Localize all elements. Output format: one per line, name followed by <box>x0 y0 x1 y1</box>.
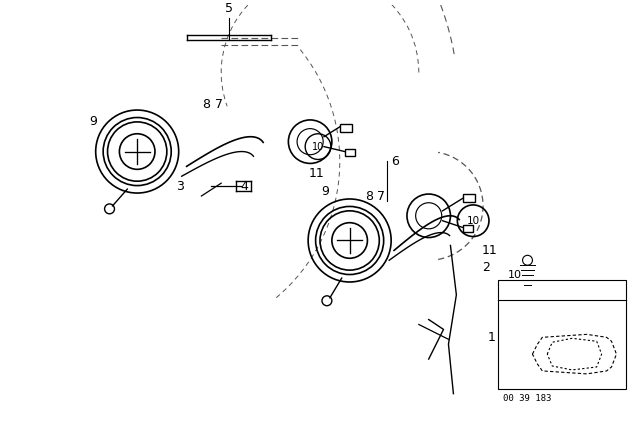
Text: 1: 1 <box>488 331 496 344</box>
Text: 7: 7 <box>377 190 385 202</box>
Text: 8: 8 <box>202 98 211 111</box>
Text: 9: 9 <box>321 185 329 198</box>
Text: 5: 5 <box>225 2 233 15</box>
Text: 10: 10 <box>467 216 480 226</box>
Text: 11: 11 <box>482 244 498 257</box>
Text: 2: 2 <box>482 261 490 274</box>
Text: 6: 6 <box>391 155 399 168</box>
Bar <box>463 225 473 232</box>
Text: 8: 8 <box>365 190 373 202</box>
Text: 9: 9 <box>89 116 97 129</box>
Bar <box>340 124 351 132</box>
Text: 11: 11 <box>308 167 324 180</box>
Bar <box>498 280 627 389</box>
Text: 10: 10 <box>508 270 522 280</box>
Text: 4: 4 <box>240 180 248 193</box>
Text: 3: 3 <box>176 180 184 193</box>
Bar <box>463 194 475 202</box>
Text: 7: 7 <box>215 98 223 111</box>
Text: 10: 10 <box>312 142 324 151</box>
Text: 00 39 183: 00 39 183 <box>503 394 551 403</box>
Bar <box>345 149 355 155</box>
